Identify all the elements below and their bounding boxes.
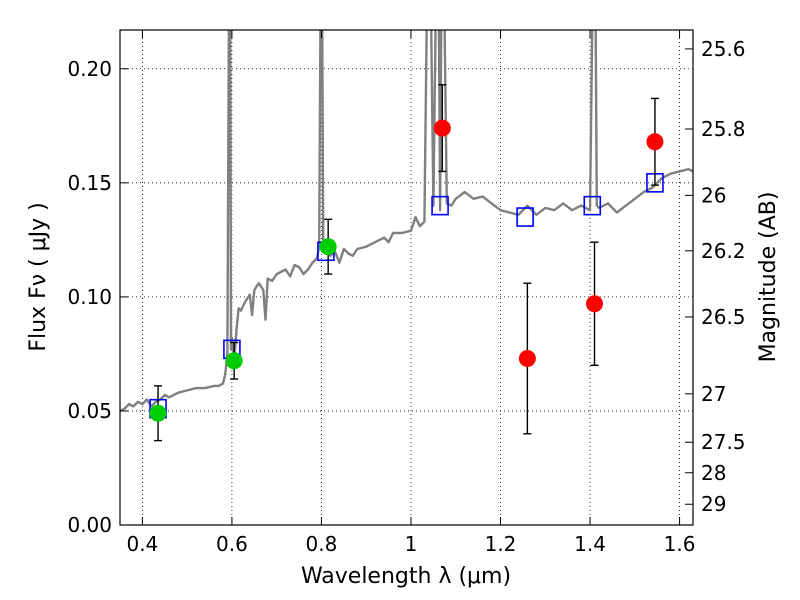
x-tick-label: 1.6 [664, 532, 696, 556]
x-tick-label: 1.4 [574, 532, 606, 556]
right-tick-label: 29 [701, 492, 726, 516]
photometry-point [646, 133, 664, 151]
right-tick-label: 25.6 [701, 37, 746, 61]
photometry-point [319, 238, 337, 256]
right-tick-label: 28 [701, 461, 726, 485]
photometry-point [586, 295, 604, 313]
model-bandpass-square [583, 195, 602, 216]
photometry-point [149, 404, 167, 422]
plot-background [120, 30, 693, 525]
model-spectrum-line [120, 30, 693, 412]
y-tick-label: 0.20 [67, 57, 112, 81]
model-bandpass-square [431, 195, 449, 216]
photometry-point [518, 349, 536, 367]
photometry-point [433, 119, 451, 137]
y-tick-label: 0.00 [67, 513, 112, 537]
x-tick-label: 0.8 [306, 532, 338, 556]
x-tick-label: 1.2 [485, 532, 517, 556]
x-tick-label: 0.6 [216, 532, 248, 556]
grid [120, 30, 693, 526]
model-bandpass-square [516, 207, 534, 227]
right-tick-label: 25.8 [701, 117, 746, 141]
right-tick-label: 27 [701, 382, 726, 406]
y-axis-label: Flux Fν ( μJy ) [26, 202, 51, 351]
y-tick-label: 0.15 [67, 171, 112, 195]
x-axis-label: Wavelength λ (μm) [301, 564, 511, 589]
plot-area [120, 30, 693, 442]
ticks: 0.4 0.6 0.8 1 1.2 1.4 1.6 0.00 0.05 0.10 0.15 0.20 2… [67, 30, 746, 556]
right-tick-label: 26 [701, 183, 726, 207]
right-tick-label: 27.5 [701, 430, 746, 454]
y-tick-label: 0.10 [67, 285, 112, 309]
y-axis-right-label: Magnitude (AB) [756, 192, 781, 363]
right-tick-label: 26.2 [701, 239, 746, 263]
plot-frame [119, 29, 694, 526]
x-tick-label: 1 [405, 532, 418, 556]
photometry-point [225, 352, 243, 370]
y-tick-label: 0.05 [67, 399, 112, 423]
right-tick-label: 26.5 [701, 305, 746, 329]
x-tick-label: 0.4 [126, 532, 158, 556]
